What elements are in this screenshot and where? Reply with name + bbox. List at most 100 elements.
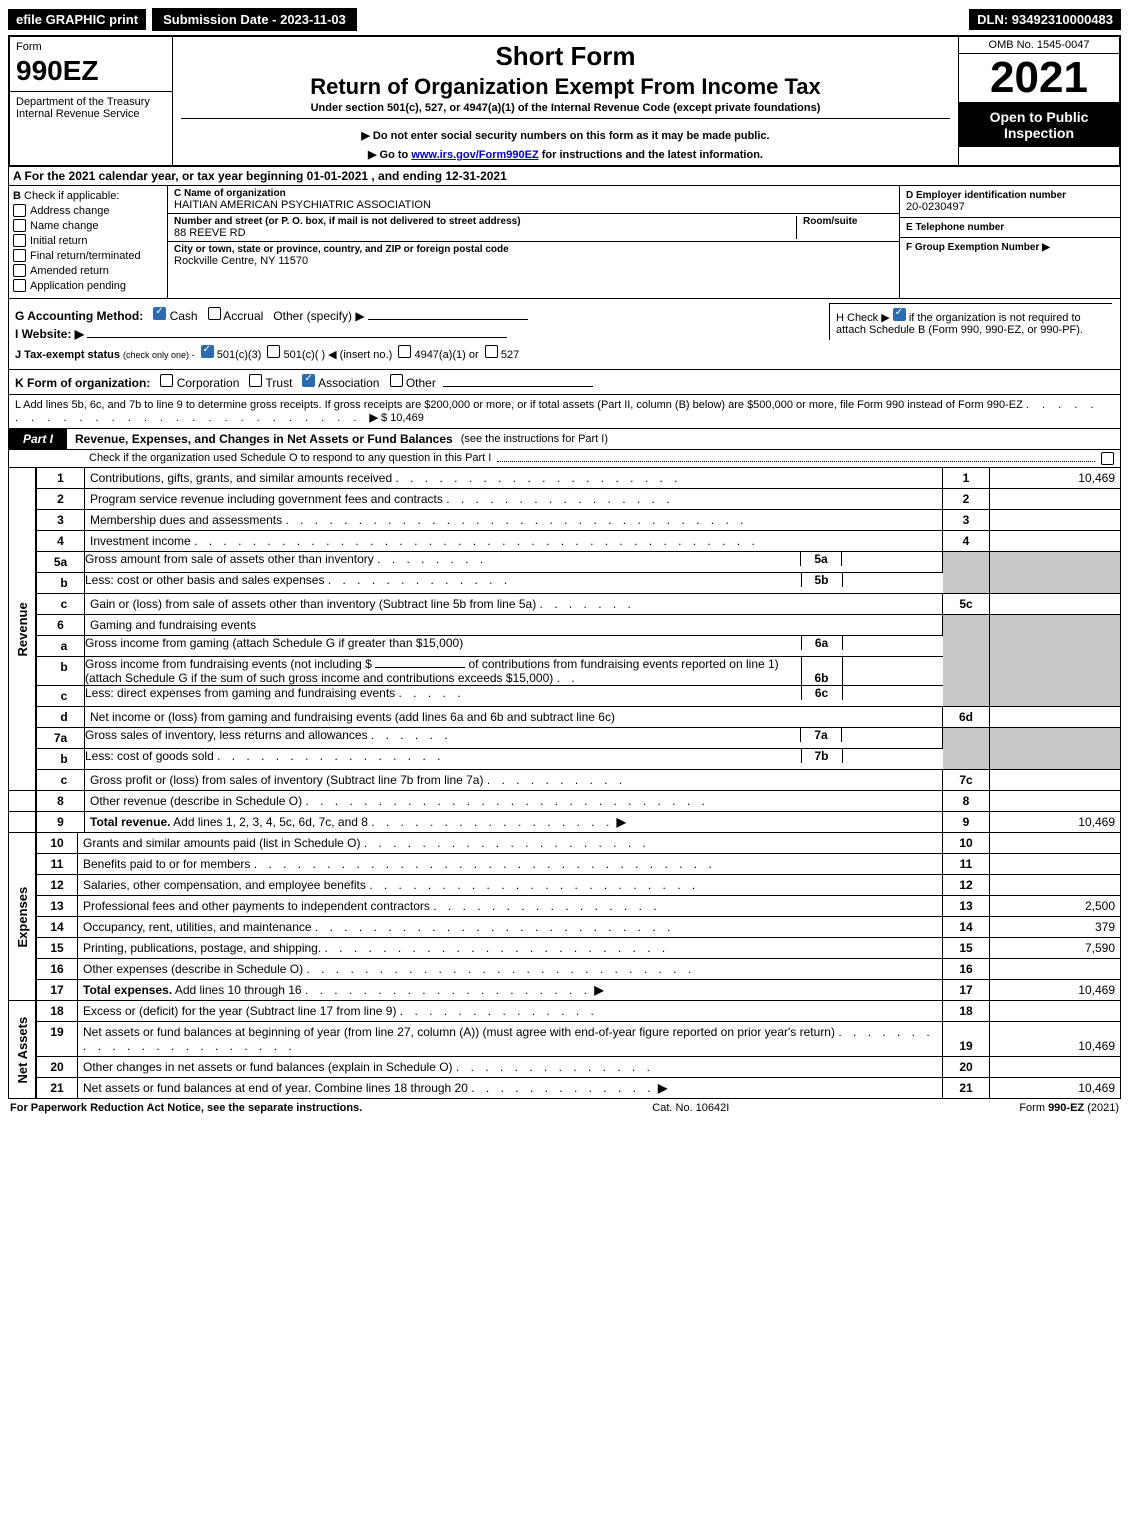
box-num: 1 bbox=[943, 468, 990, 489]
line-desc: Less: direct expenses from gaming and fu… bbox=[85, 686, 943, 707]
irs-link[interactable]: www.irs.gov/Form990EZ bbox=[411, 149, 538, 161]
meta-block: H Check ▶ if the organization is not req… bbox=[8, 299, 1121, 370]
mini-num: 7a bbox=[800, 728, 841, 742]
line-no: c bbox=[36, 686, 85, 707]
chk-initial-return[interactable]: Initial return bbox=[13, 234, 163, 247]
chk-label: Amended return bbox=[30, 265, 109, 277]
k-other: Other bbox=[406, 376, 436, 390]
addr-value: 88 REEVE RD bbox=[174, 227, 796, 239]
header-left: Form 990EZ Department of the Treasury In… bbox=[10, 37, 173, 165]
line-desc: Salaries, other compensation, and employ… bbox=[78, 875, 943, 896]
irs-label: Internal Revenue Service bbox=[16, 108, 166, 120]
chk-final-return[interactable]: Final return/terminated bbox=[13, 249, 163, 262]
line-desc: Net assets or fund balances at beginning… bbox=[78, 1022, 943, 1057]
section-k: K Form of organization: Corporation Trus… bbox=[8, 370, 1121, 395]
part-1-check-text: Check if the organization used Schedule … bbox=[89, 452, 491, 465]
l-val: $ 10,469 bbox=[381, 412, 424, 424]
g-cash: Cash bbox=[170, 309, 198, 323]
line-desc: Total expenses. Add lines 10 through 16 … bbox=[78, 980, 943, 1001]
k-corp: Corporation bbox=[177, 376, 240, 390]
open-public-label: Open to Public Inspection bbox=[959, 103, 1119, 147]
checkbox-icon bbox=[13, 219, 26, 232]
line-desc: Total revenue. Add lines 1, 2, 3, 4, 5c,… bbox=[85, 812, 943, 833]
box-num: 6d bbox=[943, 707, 990, 728]
addr-label: Number and street (or P. O. box, if mail… bbox=[174, 216, 796, 227]
j-sub: (check only one) - bbox=[123, 350, 195, 360]
line-no: 13 bbox=[36, 896, 78, 917]
checkbox-icon bbox=[13, 204, 26, 217]
header-right: OMB No. 1545-0047 2021 Open to Public In… bbox=[958, 37, 1119, 165]
j-527: 527 bbox=[501, 349, 519, 361]
line-no: 15 bbox=[36, 938, 78, 959]
box-num: 11 bbox=[943, 854, 990, 875]
website-line bbox=[87, 337, 507, 338]
section-l: L Add lines 5b, 6c, and 7b to line 9 to … bbox=[8, 395, 1121, 429]
k-trust: Trust bbox=[266, 376, 293, 390]
instr-2-post: for instructions and the latest informat… bbox=[539, 149, 763, 161]
mini-num: 5b bbox=[801, 573, 842, 587]
checkbox-checked-icon bbox=[153, 307, 166, 320]
section-j: J Tax-exempt status (check only one) - 5… bbox=[15, 345, 1114, 361]
part-1-sub: (see the instructions for Part I) bbox=[453, 433, 608, 445]
chk-name-change[interactable]: Name change bbox=[13, 219, 163, 232]
j-501c: 501(c)( ) ◀ (insert no.) bbox=[284, 349, 393, 361]
chk-address-change[interactable]: Address change bbox=[13, 204, 163, 217]
box-val: 379 bbox=[990, 917, 1121, 938]
expenses-table: Expenses 10 Grants and similar amounts p… bbox=[8, 833, 1121, 1001]
section-h: H Check ▶ if the organization is not req… bbox=[829, 303, 1112, 340]
line-desc: Investment income . . . . . . . . . . . … bbox=[85, 531, 943, 552]
side-netassets: Net Assets bbox=[9, 1001, 37, 1099]
line-no: 4 bbox=[36, 531, 85, 552]
box-val: 10,469 bbox=[990, 468, 1121, 489]
checkbox-checked-icon bbox=[893, 308, 906, 321]
checkbox-icon bbox=[398, 345, 411, 358]
line-no: 10 bbox=[36, 833, 78, 854]
line-desc: Contributions, gifts, grants, and simila… bbox=[85, 468, 943, 489]
line-desc: Gaming and fundraising events bbox=[85, 615, 943, 636]
chk-application-pending[interactable]: Application pending bbox=[13, 279, 163, 292]
under-section-text: Under section 501(c), 527, or 4947(a)(1)… bbox=[181, 102, 950, 114]
form-word: Form bbox=[16, 41, 166, 53]
line-no: 19 bbox=[36, 1022, 78, 1057]
line-no: 1 bbox=[36, 468, 85, 489]
box-num: 8 bbox=[943, 791, 990, 812]
box-num: 16 bbox=[943, 959, 990, 980]
mini-num: 7b bbox=[801, 749, 842, 763]
chk-amended-return[interactable]: Amended return bbox=[13, 264, 163, 277]
chk-label: Final return/terminated bbox=[30, 250, 141, 262]
checkbox-icon bbox=[249, 374, 262, 387]
box-num: 19 bbox=[943, 1022, 990, 1057]
line-no: b bbox=[36, 573, 85, 594]
box-num: 17 bbox=[943, 980, 990, 1001]
box-shade bbox=[990, 615, 1121, 707]
line-no: 7a bbox=[36, 728, 85, 749]
instr-2: ▶ Go to www.irs.gov/Form990EZ for instru… bbox=[181, 148, 950, 161]
box-shade bbox=[943, 552, 990, 594]
box-val bbox=[990, 489, 1121, 510]
box-val: 7,590 bbox=[990, 938, 1121, 959]
chk-label: Application pending bbox=[30, 280, 126, 292]
checkbox-icon bbox=[13, 249, 26, 262]
g-accrual: Accrual bbox=[223, 309, 263, 323]
g-other-line bbox=[368, 319, 528, 320]
city-value: Rockville Centre, NY 11570 bbox=[174, 255, 893, 267]
line-no: 17 bbox=[36, 980, 78, 1001]
line-desc: Less: cost of goods sold . . . . . . . .… bbox=[85, 749, 943, 770]
section-c: C Name of organization HAITIAN AMERICAN … bbox=[168, 186, 899, 298]
box-shade bbox=[990, 552, 1121, 594]
line-no: 9 bbox=[36, 812, 85, 833]
line-desc: Professional fees and other payments to … bbox=[78, 896, 943, 917]
line-no: c bbox=[36, 770, 85, 791]
line-desc: Occupancy, rent, utilities, and maintena… bbox=[78, 917, 943, 938]
mini-num: 5a bbox=[800, 552, 841, 566]
mini-val bbox=[842, 573, 943, 587]
box-shade bbox=[943, 615, 990, 707]
d-label: D Employer identification number bbox=[906, 190, 1114, 201]
mini-val bbox=[841, 728, 942, 742]
info-grid: B Check if applicable: Address change Na… bbox=[8, 186, 1121, 299]
line-no: 14 bbox=[36, 917, 78, 938]
line-no: 21 bbox=[36, 1078, 78, 1099]
part-1-tab: Part I bbox=[9, 429, 67, 449]
mini-num: 6c bbox=[801, 686, 842, 700]
box-shade bbox=[943, 728, 990, 770]
